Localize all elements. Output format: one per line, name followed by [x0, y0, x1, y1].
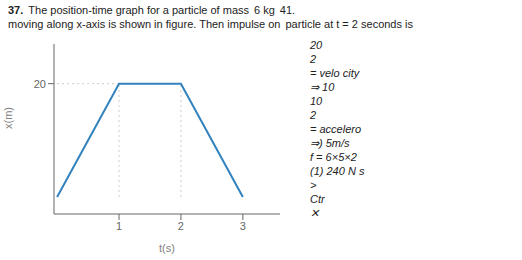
- html-text:= velo city: = velo city: [310, 67, 360, 79]
- html-text:Ctr: Ctr: [310, 193, 325, 205]
- html-text:moving along x-axis is shown i: moving along x-axis is shown in figure. …: [8, 18, 413, 30]
- html-text:f = 6×5×2: f = 6×5×2: [310, 151, 357, 163]
- svg-text:2: 2: [178, 220, 184, 232]
- html-text:⇒) 5m/s: ⇒) 5m/s: [310, 137, 350, 149]
- svg-text:x(m): x(m): [8, 107, 14, 129]
- html-text:10: 10: [310, 95, 323, 107]
- html-text:⇒ 10: ⇒ 10: [310, 81, 335, 93]
- html-text:= accelero: = accelero: [310, 123, 362, 135]
- svg-text:t(s): t(s): [159, 242, 175, 254]
- html-text:(1) 240 N s: (1) 240 N s: [310, 165, 365, 177]
- html-text:20: 20: [310, 39, 323, 51]
- html-text:2: 2: [310, 109, 317, 121]
- svg-text:3: 3: [240, 220, 246, 232]
- svg-text:20: 20: [34, 78, 46, 90]
- html-text:6 kg 41.: 6 kg 41.: [254, 4, 296, 16]
- html-text:2: 2: [310, 53, 317, 65]
- html-text:37. The position-time graph fo: 37. The position-time graph for a partic…: [8, 4, 249, 16]
- svg-text:1: 1: [116, 220, 122, 232]
